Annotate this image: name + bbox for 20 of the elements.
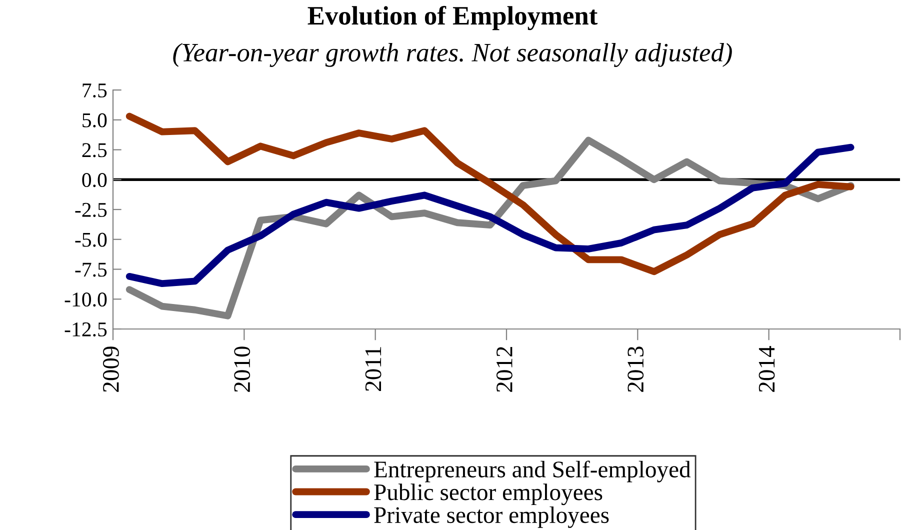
x-tick-label: 2013 [628,346,644,392]
x-tick-label: 2014 [758,346,775,392]
y-tick-label: 0.0 [82,173,107,188]
y-tick-label: 7.5 [82,84,107,98]
y-tick-label: -12.5 [64,322,107,337]
y-tick-label: 2.5 [82,143,107,158]
y-tick-label: -2.5 [75,202,107,218]
x-tick-label: 2009 [102,346,119,392]
y-tick-label: -7.5 [75,262,107,277]
x-tick-label: 2010 [234,346,250,392]
legend-label: Public sector employees [374,484,602,506]
x-tick-label: 2012 [496,346,512,392]
x-tick-label: 2011 [365,347,382,391]
y-tick-label: -5.0 [75,232,107,247]
chart-title: Evolution of Employment [308,6,598,30]
chart-subtitle: (Year-on-year growth rates. Not seasonally adjusted) [173,42,732,68]
legend-label: Entrepreneurs and Self-employed [374,460,691,482]
y-tick-label: 5.0 [82,113,107,128]
legend-label: Private sector employees [374,506,609,528]
y-tick-label: -10.0 [64,292,107,307]
